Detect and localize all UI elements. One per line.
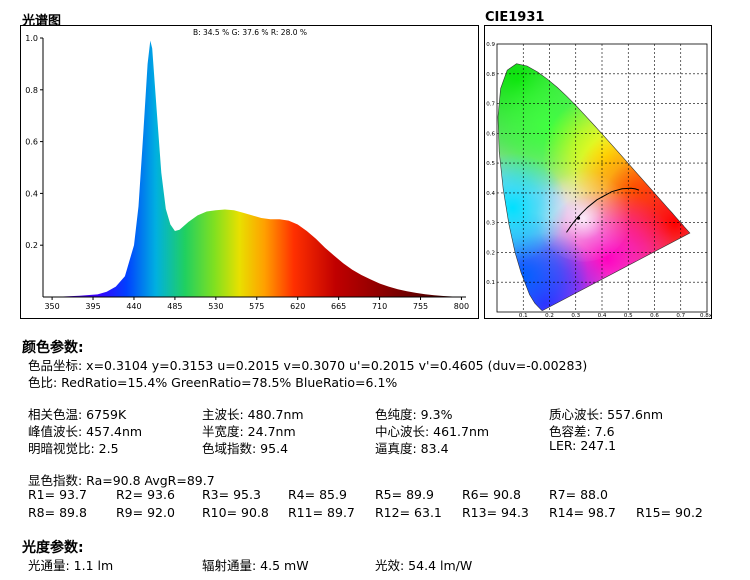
cie-y-tick-label: 0.2 [486,250,495,256]
cie-y-tick-label: 0.7 [486,102,495,108]
spectrum-x-tick-label: 395 [85,302,100,311]
cri-r11: R11= 89.7 [288,505,355,520]
param-purity: 色纯度: 9.3% [375,407,453,422]
cie-x-tick-label: 0.2 [545,313,554,318]
cri-r3: R3= 95.3 [202,487,261,502]
cri-r1: R1= 93.7 [28,487,87,502]
spectrum-x-tick-label: 800 [454,302,469,311]
cie-x-tick-label: 0.3 [571,313,580,318]
cri-r14: R14= 98.7 [549,505,616,520]
cie-title: CIE1931 [485,10,545,25]
spectrum-x-tick-label: 710 [372,302,387,311]
cie-color-region [498,152,568,263]
spectrum-y-tick-label: 0.6 [25,138,38,147]
param-sp-ratio: 明暗视觉比: 2.5 [28,441,119,456]
cie-x-tick-label: 0.4 [598,313,607,318]
param-fidelity: 逼真度: 83.4 [375,441,449,456]
cie-y-tick-label: 0.6 [486,131,495,137]
photo-params-title: 光度参数: [22,540,84,556]
cie-x-tick-label: 0.8x [700,313,711,318]
color-params-title: 颜色参数: [22,340,84,356]
cie-x-tick-label: 0.6 [650,313,659,318]
spectrum-y-tick-label: 0.8 [25,86,38,95]
spectrum-chart: B: 34.5 % G: 37.6 % R: 28.0 % 350 395 440 4… [25,28,469,311]
cie-y-tick-label: 0.4 [486,191,495,197]
spectrum-x-tick-label: 620 [290,302,305,311]
spectrum-x-tick-label: 530 [208,302,223,311]
cri-r5: R5= 89.9 [375,487,434,502]
param-fwhm: 半宽度: 24.7nm [202,424,296,439]
cie-x-tick-label: 0.1 [519,313,528,318]
param-tolerance: 色容差: 7.6 [549,424,615,439]
cie-y-tick-label: 0.1 [486,280,495,286]
cri-r13: R13= 94.3 [462,505,529,520]
spectrum-y-tick-label: 1.0 [25,34,38,43]
spectrum-frame: B: 34.5 % G: 37.6 % R: 28.0 % 350 395 440 4… [20,25,479,319]
cie-spectral-locus [497,63,691,311]
cri-r9: R9= 92.0 [116,505,175,520]
param-cct: 相关色温: 6759K [28,407,127,422]
cri-r12: R12= 63.1 [375,505,442,520]
param-centroid-wl: 质心波长: 557.6nm [549,407,664,422]
param-gamut-index: 色域指数: 95.4 [202,441,289,456]
param-efficacy: 光效: 54.4 lm/W [375,558,473,573]
param-ler: LER: 247.1 [549,438,617,453]
cie-white-glow [535,165,632,262]
cie-chart: 0.1 0.2 0.3 0.4 0.5 0.6 0.7 0.8x 0.1 0.2 0.3 0.4 0.5… [486,42,711,318]
cie-frame: 0.1 0.2 0.3 0.4 0.5 0.6 0.7 0.8x 0.1 0.2 0.3 0.4 0.5… [484,25,712,319]
param-dominant-wl: 主波长: 480.7nm [202,407,304,422]
color-ratio-line: 色比: RedRatio=15.4% GreenRatio=78.5% Blue… [28,375,398,390]
cri-r8: R8= 89.8 [28,505,87,520]
param-radiant-flux: 辐射通量: 4.5 mW [202,558,309,573]
cri-r2: R2= 93.6 [116,487,175,502]
spectrum-x-tick-label: 440 [126,302,141,311]
cri-r6: R6= 90.8 [462,487,521,502]
param-center-wl: 中心波长: 461.7nm [375,424,490,439]
param-peak-wl: 峰值波长: 457.4nm [28,424,143,439]
spectrum-y-tick-label: 0.4 [25,189,38,198]
cie-chromaticity-point [576,216,581,220]
cri-r7: R7= 88.0 [549,487,608,502]
spectrum-area [52,40,462,297]
cri-r4: R4= 85.9 [288,487,347,502]
cie-y-tick-label: 0.3 [486,221,495,227]
cie-x-tick-label: 0.5 [624,313,633,318]
spectrum-x-tick-label: 485 [167,302,182,311]
spectrum-y-tick-label: 0.2 [25,241,38,250]
param-luminous-flux: 光通量: 1.1 lm [28,558,114,573]
cri-r10: R10= 90.8 [202,505,269,520]
cie-y-tick-label: 0.9 [486,42,495,48]
spectrum-x-tick-label: 350 [44,302,59,311]
spectrum-x-tick-label: 575 [249,302,264,311]
spectrum-ratio-text: B: 34.5 % G: 37.6 % R: 28.0 % [193,28,307,37]
cie-y-tick-label: 0.5 [486,161,495,167]
spectrum-x-tick-label: 755 [413,302,428,311]
cie-y-tick-label: 0.8 [486,72,495,78]
cri-line: 显色指数: Ra=90.8 AvgR=89.7 [28,473,215,488]
cie-planckian-locus [566,187,640,233]
chromaticity-line: 色品坐标: x=0.3104 y=0.3153 u=0.2015 v=0.307… [28,358,588,373]
cie-x-tick-label: 0.7 [676,313,685,318]
spectrum-x-tick-label: 665 [331,302,346,311]
cri-r15: R15= 90.2 [636,505,703,520]
